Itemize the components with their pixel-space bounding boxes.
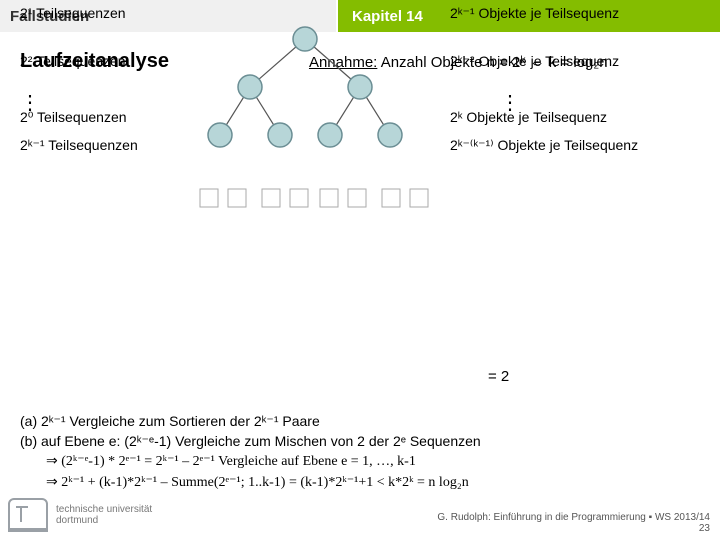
- level-left-last: 2ᵏ⁻¹ Teilsequenzen: [20, 137, 170, 154]
- university-logo: technische universität dortmund: [8, 498, 152, 532]
- derivation-line-b2: ⇒ 2ᵏ⁻¹ + (k-1)*2ᵏ⁻¹ – Summe(2ᵉ⁻¹; 1..k-1…: [20, 472, 481, 493]
- derivation-line-a: (a) 2ᵏ⁻¹ Vergleiche zum Sortieren der 2ᵏ…: [20, 412, 481, 432]
- derivation-line-b: (b) auf Ebene e: (2ᵏ⁻ᵉ-1) Vergleiche zum…: [20, 432, 481, 452]
- slide-footer: G. Rudolph: Einführung in die Programmie…: [437, 512, 710, 534]
- vdots-left: ⋮: [20, 98, 170, 108]
- vdots-right: ⋮: [440, 98, 700, 108]
- footer-page: 23: [699, 523, 710, 534]
- logo-text-line2: dortmund: [56, 515, 152, 526]
- tu-logo-icon: [8, 498, 48, 532]
- level-right-last: 2ᵏ⁻⁽ᵏ⁻¹⁾ Objekte je Teilsequenz: [440, 137, 700, 154]
- logo-text-line1: technische universität: [56, 504, 152, 515]
- level-right-2: 2ᵏ⁻² Objekte je Teilsequenz: [440, 53, 700, 70]
- level-right-0: 2ᵏ Objekte je Teilsequenz: [440, 109, 700, 125]
- derivation-line-b1: ⇒ (2ᵏ⁻ᵉ-1) * 2ᵉ⁻¹ = 2ᵏ⁻¹ – 2ᵉ⁻¹ Vergleic…: [20, 451, 481, 472]
- level-right-1: 2ᵏ⁻¹ Objekte je Teilsequenz: [440, 5, 700, 22]
- equals-two-annotation: = 2: [488, 368, 509, 385]
- derivation-block: (a) 2ᵏ⁻¹ Vergleiche zum Sortieren der 2ᵏ…: [20, 412, 481, 492]
- tree-diagram: [170, 17, 440, 217]
- level-left-2: 2² Teilsequenzen: [20, 53, 170, 69]
- level-left-0: 2⁰ Teilsequenzen: [20, 109, 170, 126]
- footer-credit: G. Rudolph: Einführung in die Programmie…: [437, 512, 710, 523]
- level-left-1: 2¹ Teilsequenzen: [20, 5, 170, 21]
